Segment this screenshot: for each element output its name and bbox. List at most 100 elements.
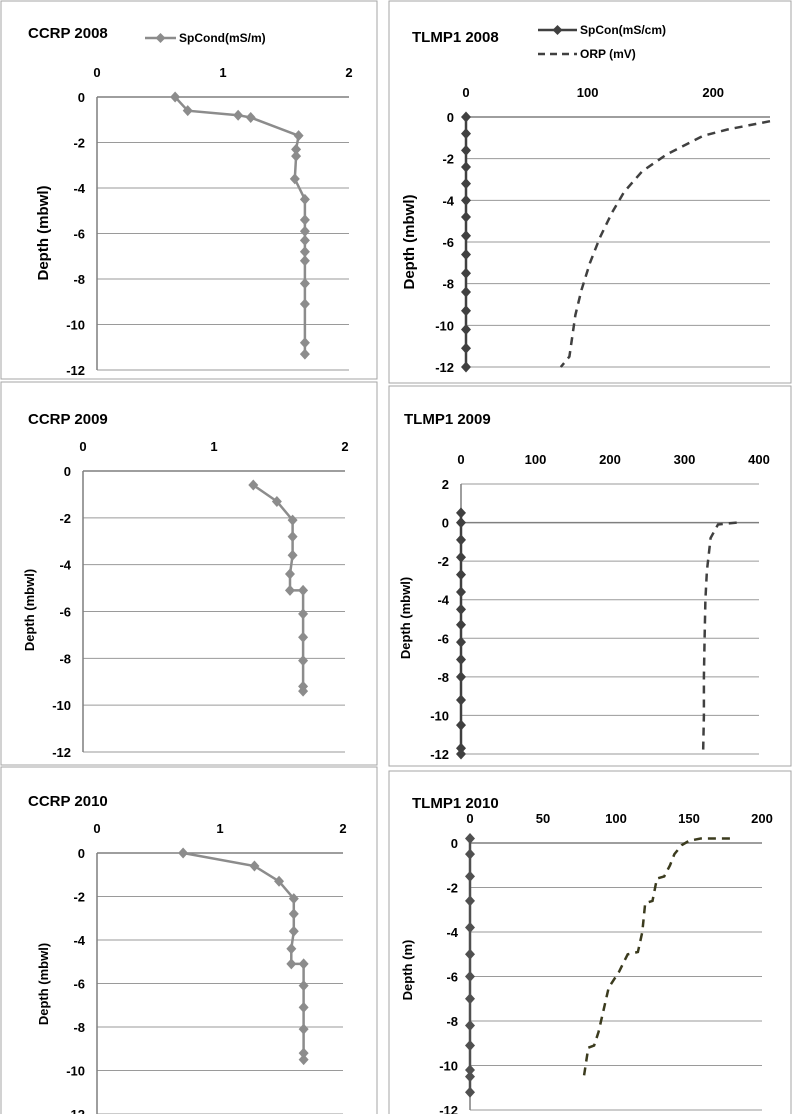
tick-label-y: -2 (73, 890, 85, 905)
data-point-marker (456, 636, 466, 648)
chart-panel-ccrp-2009: CCRP 2009 0 1 2 0 -2 -4 -6 -8 -10 -12 Depth (mbwl… (0, 381, 378, 766)
data-point-marker (461, 211, 471, 223)
tick-label-y: -12 (430, 747, 449, 762)
chart-panel-frame (388, 385, 792, 767)
tick-label-x: 150 (678, 811, 700, 826)
chart-title: TLMP1 2010 (412, 795, 499, 812)
data-point-marker (170, 91, 181, 103)
data-point-marker (299, 298, 310, 310)
axis-title-y: Depth (m) (400, 940, 415, 1001)
tick-label-y: -8 (59, 651, 71, 666)
chart-title: TLMP1 2009 (404, 411, 491, 428)
data-point-marker (461, 194, 471, 206)
data-point-marker (456, 603, 466, 615)
tick-label-x: 0 (93, 821, 100, 836)
tick-label-y: -2 (442, 152, 454, 167)
data-point-marker (299, 214, 310, 226)
data-point-marker (298, 980, 309, 992)
data-point-marker (465, 870, 475, 882)
tick-label-x: 100 (525, 452, 547, 467)
tick-label-y: -4 (442, 193, 454, 208)
data-point-marker (298, 1054, 309, 1066)
data-point-marker (465, 848, 475, 860)
tick-label-y: -10 (66, 1064, 85, 1079)
tick-label-y: -4 (73, 181, 85, 196)
tick-label-y: -6 (73, 227, 85, 242)
data-point-marker (456, 719, 466, 731)
tick-label-x: 100 (577, 85, 599, 100)
data-point-marker (299, 278, 310, 290)
data-point-marker (456, 654, 466, 665)
data-point-marker (465, 971, 475, 982)
plot-area: 0 1 2 0 -2 -4 -6 -8 -10 -12 (52, 439, 348, 760)
tick-label-y: 0 (442, 516, 449, 531)
tick-label-y: -10 (66, 318, 85, 333)
tick-label-x: 1 (219, 65, 226, 80)
tick-label-x: 1 (210, 439, 217, 454)
tick-label-y: -6 (73, 977, 85, 992)
data-point-marker (461, 249, 471, 260)
data-point-marker (291, 143, 302, 155)
tick-label-x: 0 (457, 452, 464, 467)
chart-panel-tlmp1-2009: TLMP1 2009 0 100 200 300 40020-2-4-6-8-10-12… (388, 385, 792, 767)
data-point-marker (299, 337, 310, 349)
data-point-marker (465, 1019, 475, 1031)
data-point-marker (461, 342, 471, 354)
tick-label-y: 0 (78, 90, 85, 105)
legend-marker-diamond (552, 25, 563, 35)
data-point-marker (456, 619, 466, 631)
data-point-marker (461, 324, 471, 335)
tick-label-y: -4 (73, 933, 85, 948)
tick-label-y: 0 (447, 110, 454, 125)
chart-panel-tlmp1-2010: TLMP1 2010 0 50 100 150 200 0 -2 -4 -6 -8 -10 -12 D… (388, 770, 792, 1114)
series-line-dashed (559, 119, 771, 368)
tick-label-x: 200 (599, 452, 621, 467)
chart-panel-frame (388, 770, 792, 1114)
chart-panel-frame (0, 0, 378, 380)
data-point-marker (245, 111, 256, 123)
tick-label-y: -12 (66, 1107, 85, 1114)
data-point-marker (299, 255, 310, 267)
tick-label-x: 2 (345, 65, 352, 80)
axis-title-y: Depth (mbwl) (401, 195, 418, 290)
chart-panel-frame (0, 381, 378, 766)
tick-label-y: -2 (73, 136, 85, 151)
tick-label-y: -12 (52, 745, 71, 760)
tick-label-x: 0 (79, 439, 86, 454)
tick-label-y: -10 (439, 1059, 458, 1074)
data-point-marker (288, 925, 299, 937)
data-point-marker (298, 1001, 309, 1013)
tick-label-y: -10 (435, 318, 454, 333)
data-point-marker (287, 514, 298, 526)
tick-label-x: 200 (751, 811, 773, 826)
tick-label-y: -8 (437, 670, 449, 685)
chart-title: CCRP 2009 (28, 411, 108, 428)
data-point-marker (456, 569, 466, 581)
data-point-marker (461, 111, 471, 123)
data-point-marker (286, 943, 297, 955)
data-point-marker (456, 534, 466, 546)
data-point-marker (298, 584, 309, 596)
data-point-marker (465, 1071, 475, 1083)
tick-label-x: 0 (466, 811, 473, 826)
data-point-marker (287, 531, 298, 543)
legend-label: SpCond(mS/m) (179, 31, 266, 45)
data-point-marker (299, 234, 310, 246)
data-point-marker (248, 479, 259, 491)
tick-label-y: -6 (442, 235, 454, 250)
data-point-marker (465, 833, 475, 845)
tick-label-y: -4 (446, 925, 458, 940)
legend-label: SpCon(mS/cm) (580, 23, 666, 37)
tick-label-y: -12 (435, 360, 454, 375)
data-point-marker (299, 225, 310, 237)
plot-area: 0 1 2 0 -2 -4 -6 -8 -10 -12 (66, 821, 347, 1114)
data-point-marker (461, 178, 471, 190)
tick-label-y: -6 (446, 970, 458, 985)
data-point-marker (249, 860, 260, 872)
tick-label-x: 0 (93, 65, 100, 80)
tick-label-y: -10 (430, 708, 449, 723)
tick-label-x: 50 (536, 811, 550, 826)
tick-label-y: -6 (437, 631, 449, 646)
legend-marker-diamond (155, 33, 166, 43)
